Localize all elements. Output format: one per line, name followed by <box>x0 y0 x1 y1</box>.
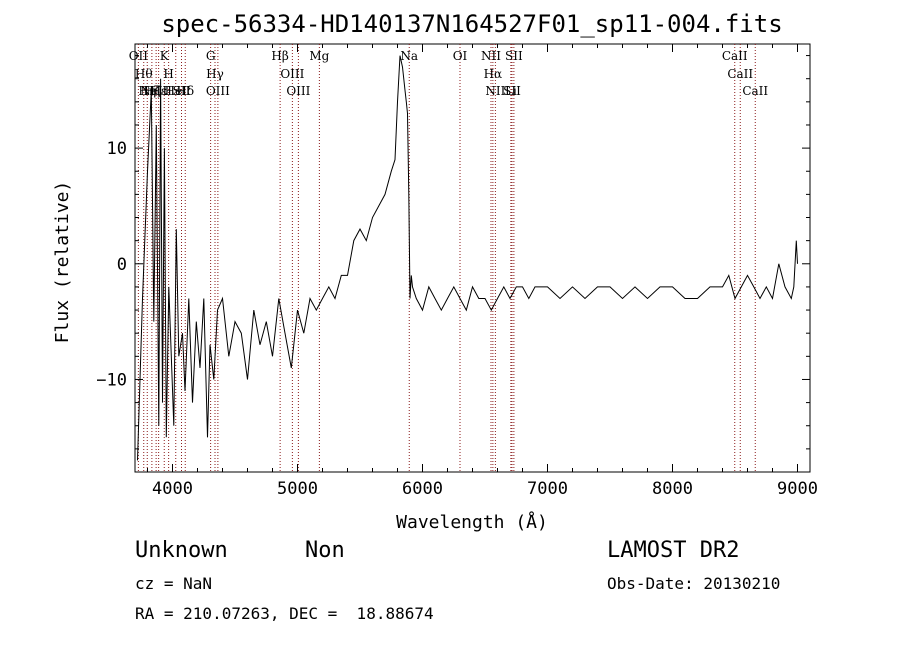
x-tick-label: 7000 <box>527 479 568 499</box>
x-tick-label: 9000 <box>777 479 818 499</box>
line-marker-label: CaII <box>722 49 748 63</box>
line-marker-label: NeIII <box>140 84 172 98</box>
line-marker-label: CaII <box>742 84 768 98</box>
line-marker-label: Na <box>400 49 418 63</box>
line-marker-label: Mg <box>309 49 329 63</box>
subclass-label: Non <box>305 538 345 563</box>
y-tick-label: 0 <box>117 255 127 275</box>
line-marker-label: Hε <box>150 84 167 98</box>
axis-ticks: 4000 5000 6000 7000 8000 9000 −10 0 10 <box>96 44 818 499</box>
line-marker-label: NII <box>485 84 505 98</box>
line-marker-label: H <box>163 67 173 81</box>
line-marker-label: OIII <box>206 84 230 98</box>
line-marker-label: G <box>206 49 216 63</box>
class-label: Unknown <box>135 538 228 563</box>
cz-label: cz = NaN <box>135 574 213 593</box>
line-marker-label: SII <box>173 84 191 98</box>
x-tick-label: 8000 <box>652 479 693 499</box>
line-marker-label: CaII <box>727 67 753 81</box>
obs-date-label: Obs-Date: 20130210 <box>607 574 781 593</box>
x-tick-label: 5000 <box>277 479 318 499</box>
line-marker-label: Hζ <box>143 84 160 98</box>
y-axis-label: Flux (relative) <box>52 181 73 344</box>
line-marker-label: Hδ <box>176 84 194 98</box>
plot-frame <box>134 43 811 473</box>
radec-label: RA = 210.07263, DEC = 18.88674 <box>135 604 434 623</box>
line-markers <box>137 44 756 472</box>
line-marker-label: Hθ <box>135 67 153 81</box>
line-marker-label: Li <box>505 84 517 98</box>
line-marker-label: Hβ <box>271 49 288 63</box>
survey-label: LAMOST DR2 <box>607 538 740 563</box>
line-marker-label: OI <box>453 49 468 63</box>
line-marker-label: HeI <box>165 84 188 98</box>
x-tick-label: 4000 <box>152 479 193 499</box>
line-marker-label: SII <box>503 84 521 98</box>
x-tick-label: 6000 <box>402 479 443 499</box>
line-marker-label: OIII <box>280 67 304 81</box>
line-labels: OIIHθHηHζNeIIIHεKHHeISIIHδGHγOIIIHβOIIIO… <box>129 49 769 98</box>
y-tick-label: −10 <box>96 370 127 390</box>
spectrum-line <box>137 55 798 461</box>
line-marker-label: K <box>160 49 170 63</box>
line-marker-label: Hγ <box>206 67 224 81</box>
line-marker-label: Hα <box>484 67 503 81</box>
line-marker-label: SII <box>505 49 523 63</box>
line-marker-label: OIII <box>286 84 310 98</box>
y-tick-label: 10 <box>107 139 127 159</box>
x-axis-label: Wavelength (Å) <box>396 511 548 533</box>
chart-title: spec-56334-HD140137N164527F01_sp11-004.f… <box>161 10 782 38</box>
line-marker-label: NII <box>481 49 501 63</box>
